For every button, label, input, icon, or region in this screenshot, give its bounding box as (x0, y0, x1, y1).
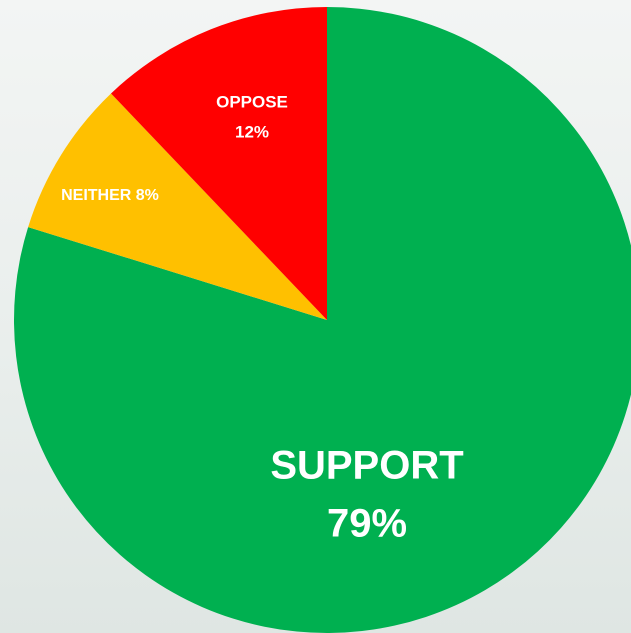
pie-slice (28, 93, 327, 320)
slice-label: OPPOSE (216, 92, 288, 111)
slice-value-label: 12% (235, 122, 269, 141)
pie-slice (14, 7, 631, 633)
pie-slice (111, 7, 327, 320)
slice-value-label: 8% (136, 187, 159, 204)
slice-label: NEITHER (61, 187, 132, 204)
slice-label: SUPPORT (270, 444, 463, 488)
slice-label-group: NEITHER 8% (61, 187, 159, 204)
slice-value-label: 79% (327, 502, 407, 546)
